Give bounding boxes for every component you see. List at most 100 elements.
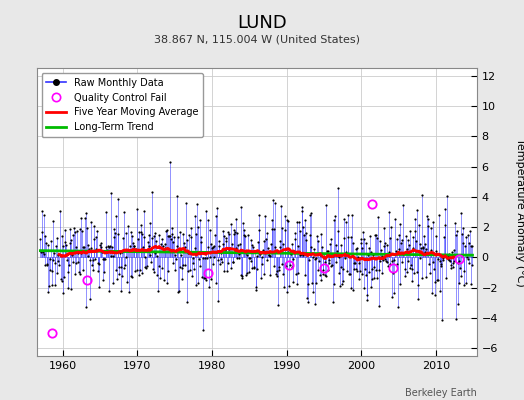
Point: [440, 206, 449, 212]
Point: [462, 234, 471, 240]
Point: [85, 296, 94, 302]
Point: [279, 270, 287, 277]
Point: [345, 270, 353, 277]
Point: [352, 266, 360, 272]
Point: [151, 230, 160, 236]
Point: [281, 227, 290, 234]
Point: [290, 247, 298, 254]
Point: [100, 256, 108, 262]
Point: [437, 262, 445, 269]
Point: [157, 241, 165, 247]
Point: [103, 242, 112, 249]
Point: [126, 228, 135, 235]
Point: [139, 234, 148, 240]
Point: [75, 269, 83, 276]
Point: [455, 280, 464, 286]
Point: [402, 232, 410, 239]
Point: [108, 253, 117, 259]
Point: [45, 289, 53, 295]
Point: [43, 242, 52, 248]
Point: [226, 244, 234, 251]
Point: [130, 243, 138, 249]
Point: [401, 273, 410, 279]
Point: [225, 246, 234, 252]
Point: [298, 208, 307, 214]
Point: [315, 258, 323, 264]
Point: [290, 236, 299, 242]
Point: [217, 256, 225, 262]
Point: [322, 202, 331, 208]
Point: [165, 232, 173, 239]
Point: [170, 266, 179, 273]
Point: [422, 245, 431, 252]
Point: [432, 248, 441, 254]
Point: [46, 256, 54, 262]
Point: [367, 248, 375, 255]
Point: [313, 233, 321, 239]
Point: [356, 236, 365, 242]
Point: [360, 236, 368, 243]
Point: [264, 245, 272, 251]
Point: [283, 217, 291, 223]
Point: [268, 226, 277, 232]
Point: [403, 246, 411, 252]
Point: [180, 240, 188, 246]
Point: [212, 213, 220, 220]
Point: [200, 275, 208, 281]
Point: [379, 224, 388, 231]
Point: [316, 252, 324, 258]
Point: [254, 239, 262, 245]
Point: [194, 280, 202, 286]
Point: [257, 254, 266, 260]
Point: [210, 243, 219, 249]
Point: [75, 270, 84, 277]
Point: [167, 225, 176, 232]
Point: [327, 262, 335, 269]
Point: [293, 243, 302, 249]
Point: [128, 274, 136, 280]
Point: [387, 258, 396, 264]
Point: [272, 270, 280, 277]
Point: [94, 260, 102, 266]
Point: [285, 217, 293, 224]
Point: [215, 238, 223, 245]
Point: [155, 232, 163, 238]
Point: [362, 272, 370, 278]
Point: [111, 230, 119, 237]
Point: [66, 226, 74, 232]
Point: [423, 213, 431, 219]
Point: [415, 222, 423, 228]
Point: [86, 244, 95, 251]
Point: [177, 252, 185, 258]
Point: [431, 292, 440, 298]
Point: [126, 242, 134, 249]
Point: [241, 233, 249, 240]
Point: [216, 261, 224, 268]
Point: [222, 235, 230, 241]
Point: [389, 270, 397, 276]
Point: [438, 317, 446, 323]
Point: [78, 227, 86, 234]
Point: [325, 260, 334, 266]
Point: [168, 231, 177, 238]
Point: [372, 232, 380, 238]
Point: [448, 248, 456, 255]
Point: [279, 241, 288, 248]
Point: [409, 245, 417, 252]
Point: [47, 268, 56, 275]
Point: [157, 236, 166, 242]
Point: [451, 220, 459, 226]
Point: [332, 241, 341, 248]
Point: [166, 159, 174, 165]
Point: [412, 206, 421, 213]
Point: [68, 252, 77, 258]
Point: [214, 257, 222, 263]
Point: [342, 219, 350, 226]
Point: [399, 202, 407, 208]
Point: [265, 252, 274, 258]
Point: [221, 247, 229, 253]
Point: [70, 224, 78, 231]
Point: [148, 234, 157, 241]
Point: [256, 251, 264, 258]
Point: [49, 257, 58, 264]
